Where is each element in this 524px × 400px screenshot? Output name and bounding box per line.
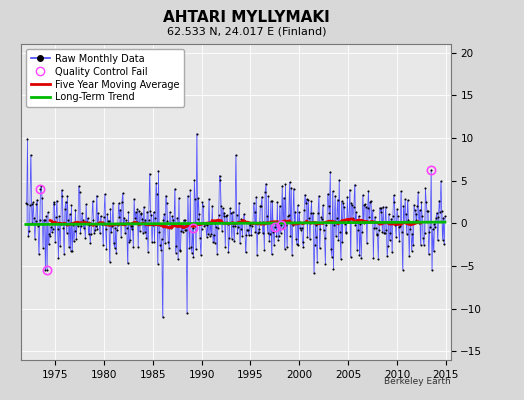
Text: AHTARI MYLLYMAKI: AHTARI MYLLYMAKI	[163, 10, 330, 25]
Text: 62.533 N, 24.017 E (Finland): 62.533 N, 24.017 E (Finland)	[167, 26, 326, 36]
Text: Berkeley Earth: Berkeley Earth	[384, 377, 451, 386]
Legend: Raw Monthly Data, Quality Control Fail, Five Year Moving Average, Long-Term Tren: Raw Monthly Data, Quality Control Fail, …	[26, 49, 184, 107]
